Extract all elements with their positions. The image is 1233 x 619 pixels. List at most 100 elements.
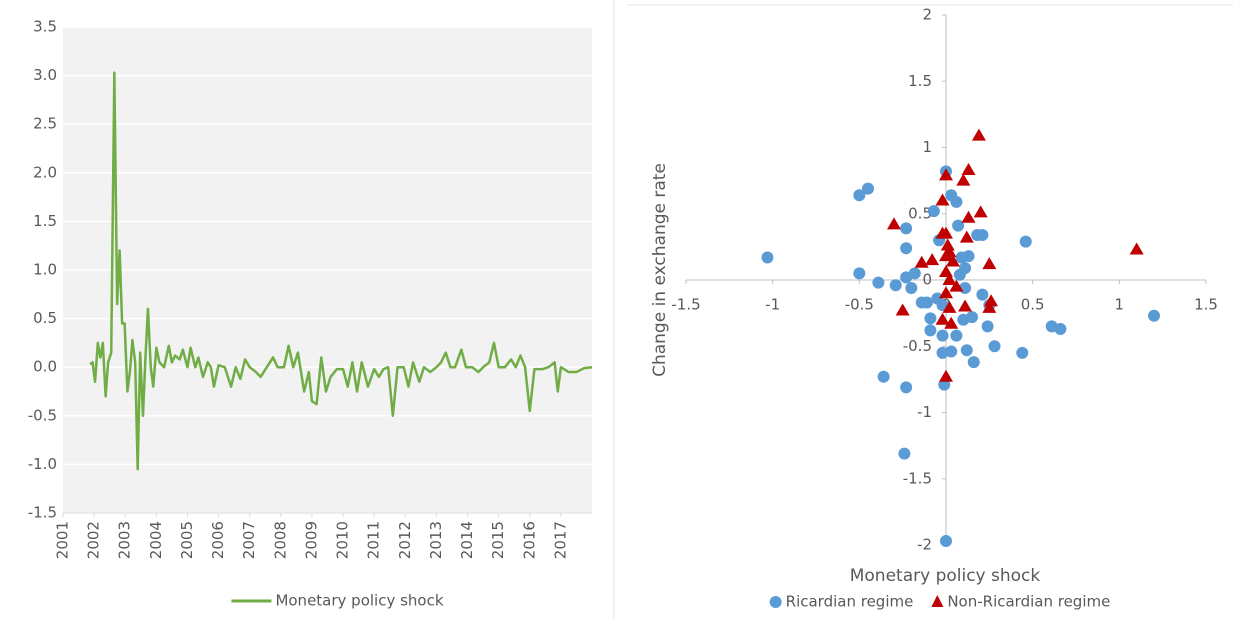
x-tick-label: 2005 [178,521,196,559]
point [898,447,911,460]
y-tick-label: 0.5 [908,204,932,222]
point [1054,323,1067,336]
x-tick-label: 2006 [209,521,227,559]
point [920,296,933,309]
point [945,345,958,358]
y-tick-label: 2 [922,6,932,24]
point [927,205,940,218]
legend-label: Ricardian regime [786,593,914,611]
point [944,316,959,329]
y-tick-label: 0.5 [33,309,57,327]
point [949,279,964,292]
point [940,535,952,548]
legend-label: Monetary policy shock [275,592,443,610]
y-tick-label: -0.5 [28,406,57,424]
y-tick-label: 0 [922,271,932,289]
x-tick-label: -1 [765,296,780,314]
point [935,193,950,206]
point [853,189,866,202]
point [971,128,986,141]
point [984,294,999,307]
x-tick-label: 2012 [396,521,414,559]
y-tick-label: -1.5 [28,504,57,522]
point [939,249,953,262]
point [900,222,913,235]
x-tick-label: 2010 [334,521,352,559]
y-tick-label: 1.5 [908,72,932,90]
point [961,210,976,223]
point [914,255,929,268]
y-tick-label: -1 [917,403,932,421]
point [1016,346,1029,359]
point [924,312,937,325]
point [940,238,955,251]
point [935,312,950,325]
point [945,254,960,267]
point [939,265,953,278]
y-tick-label: -1.5 [903,469,932,487]
y-tick-label: 2.5 [33,115,57,133]
point [981,320,994,333]
point [952,219,965,232]
point [976,288,989,301]
point [939,168,953,181]
point [959,230,974,243]
point [853,267,866,280]
x-tick-label: 2014 [458,521,476,559]
legend-swatch [931,595,944,607]
point [961,163,976,176]
point [950,195,963,208]
y-axis-title: Change in exchange rate [650,163,670,377]
y-tick-label: 2.0 [33,163,57,181]
point [967,356,980,369]
x-tick-label: 2003 [116,521,134,559]
point [895,303,910,316]
point [900,242,913,255]
y-tick-label: -0.5 [903,337,932,355]
point [924,324,937,337]
point [982,257,997,270]
point [862,182,874,195]
data-line [89,71,593,471]
x-tick-label: 2013 [427,521,445,559]
point [939,369,953,382]
point [982,300,997,313]
point [958,299,973,312]
point [976,228,989,241]
x-tick-label: 2008 [271,521,289,559]
x-tick-label: 2017 [551,521,569,559]
point [761,251,774,264]
y-tick-label: 1 [922,138,932,156]
point [872,276,885,289]
point [956,173,971,186]
point [988,340,1001,353]
x-tick-label: -1.5 [671,296,700,314]
x-tick-label: 2001 [54,521,72,559]
x-tick-label: 2007 [240,521,258,559]
y-tick-label: 3.0 [33,66,57,84]
y-tick-label: 1.5 [33,212,57,230]
legend-label: Non-Ricardian regime [947,593,1110,611]
x-axis-title: Monetary policy shock [850,566,1041,586]
x-tick-label: 2009 [302,521,320,559]
x-tick-label: 2016 [520,521,538,559]
point [959,262,972,275]
y-tick-label: 1.0 [33,261,57,279]
x-tick-label: 1 [1115,296,1125,314]
point [925,253,940,266]
x-tick-label: 1.5 [1194,296,1218,314]
point [877,370,890,383]
point [939,226,953,239]
point [908,267,921,280]
x-tick-label: 2004 [147,521,165,559]
point [889,279,902,292]
point [942,273,957,285]
point [950,329,963,342]
y-tick-label: 3.5 [33,18,57,36]
point [1019,235,1032,248]
y-tick-label: -2 [917,536,932,554]
point [900,381,913,394]
legend-swatch [769,596,782,608]
point [1129,242,1144,255]
